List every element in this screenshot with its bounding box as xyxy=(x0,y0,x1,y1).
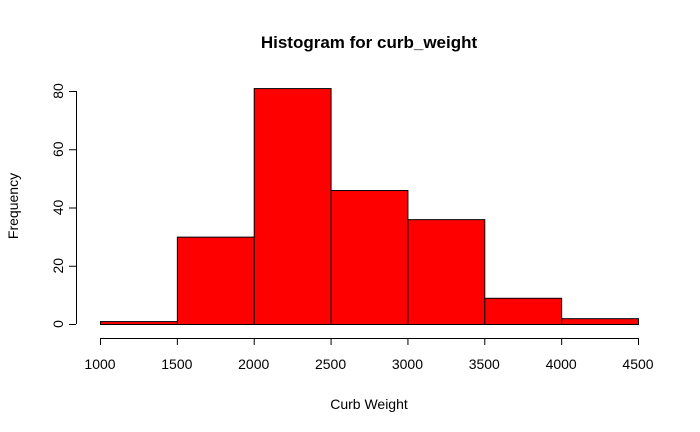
x-tick-label: 4500 xyxy=(622,356,653,372)
x-tick-label: 1500 xyxy=(161,356,192,372)
x-tick-label: 3000 xyxy=(392,356,423,372)
y-axis: 0 20 40 60 80 xyxy=(50,83,77,328)
y-tick-label: 60 xyxy=(50,141,66,157)
histogram-bar xyxy=(330,190,409,325)
x-axis: 1000 1500 2000 2500 3000 3500 4000 4500 xyxy=(84,338,654,372)
y-tick-label: 20 xyxy=(50,258,66,274)
histogram-bar xyxy=(407,219,486,325)
y-tick-label: 40 xyxy=(50,200,66,216)
histogram-bar xyxy=(253,88,332,326)
histogram-bar xyxy=(484,297,563,326)
x-tick-label: 4000 xyxy=(546,356,577,372)
bars-group xyxy=(100,88,640,326)
x-tick-label: 2500 xyxy=(315,356,346,372)
histogram-bar xyxy=(561,318,640,325)
histogram-bar xyxy=(176,236,255,325)
y-tick-label: 0 xyxy=(50,320,66,328)
y-axis-label: Frequency xyxy=(5,173,21,239)
x-axis-label: Curb Weight xyxy=(330,396,408,412)
x-tick-label: 2000 xyxy=(238,356,269,372)
y-tick-label: 80 xyxy=(50,83,66,99)
chart-title: Histogram for curb_weight xyxy=(261,33,478,52)
x-tick-label: 3500 xyxy=(469,356,500,372)
x-tick-label: 1000 xyxy=(84,356,115,372)
histogram-bar xyxy=(100,321,178,325)
